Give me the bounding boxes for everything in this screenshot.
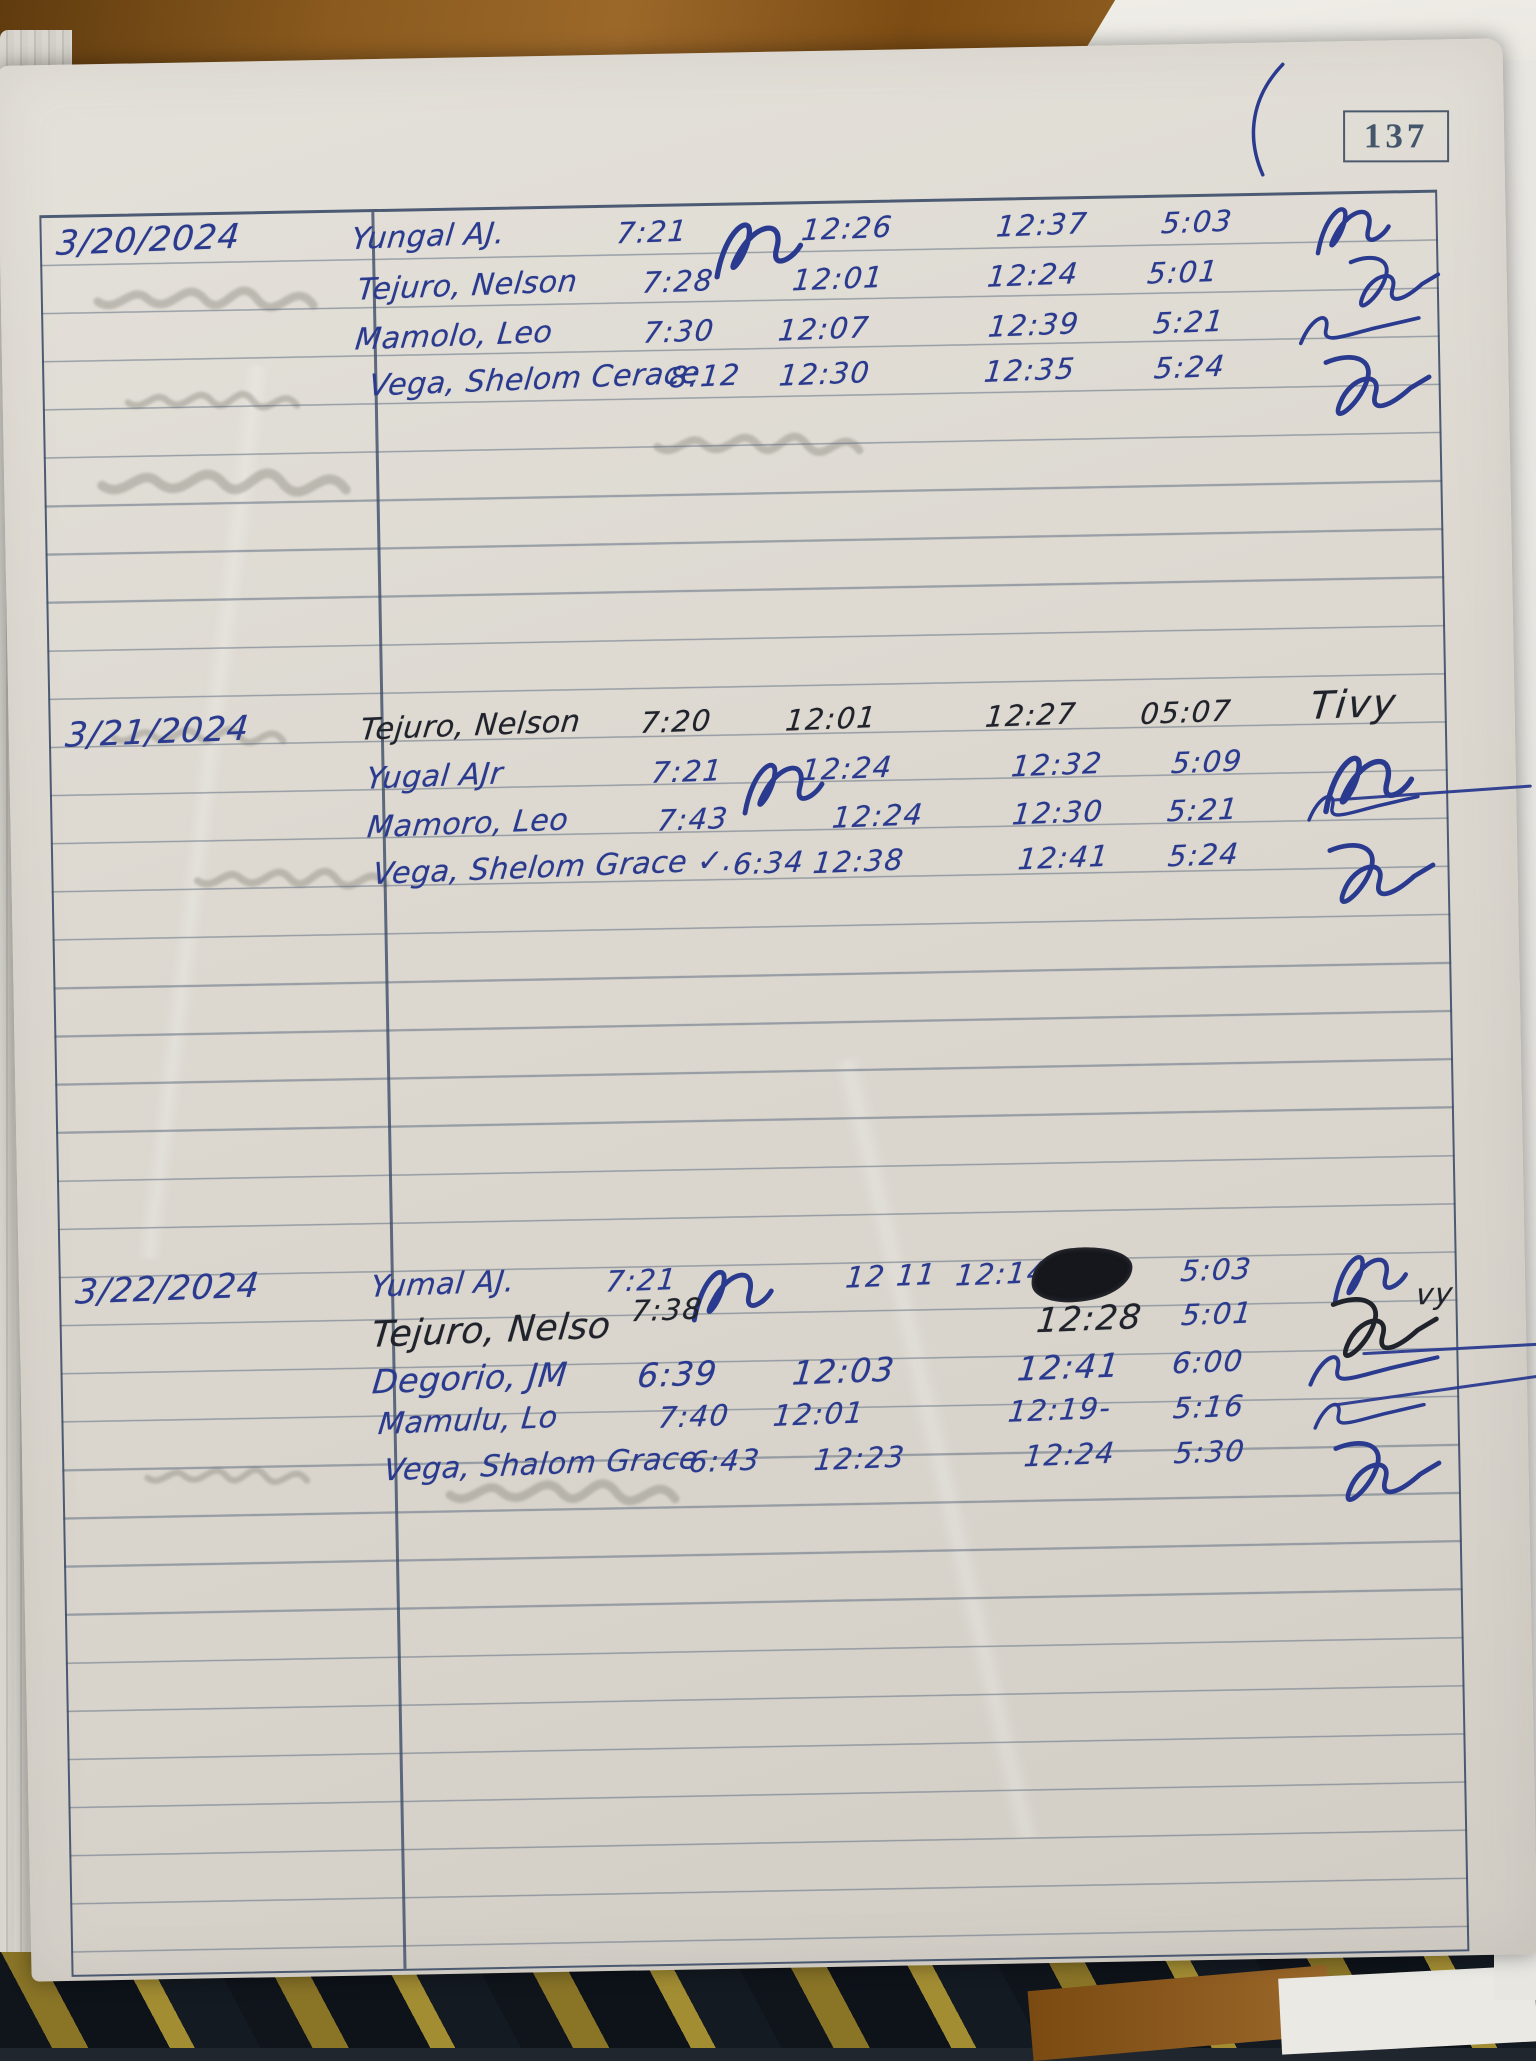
pen-stroke-curl [1227,60,1299,186]
employee-name: Tejuro, Nelson [358,704,583,748]
break-out-time: 12 11 [844,1256,939,1295]
employee-name: Mamoro, Leo [365,802,571,846]
break-in-time: 12:39 [986,306,1082,344]
break-out-time: 12:30 [777,355,873,393]
break-out-time: 12:01 [783,699,879,738]
time-out: 5:03 [1179,1251,1254,1289]
break-in-time: 12:41 [1016,838,1112,877]
time-out: 5:03 [1159,203,1235,241]
signature-scribble [1302,777,1423,836]
time-out: 5:24 [1166,836,1242,874]
break-in-time: 12:37 [994,206,1090,244]
employee-name: Tejuro, Nelson [355,264,580,308]
time-out: 5:01 [1145,253,1221,291]
break-out-time: 12:24 [830,797,926,835]
time-in: 7:20 [638,703,714,741]
time-out: 5:24 [1152,348,1228,386]
signature-initials: Tivy [1308,680,1400,728]
time-in: 6:43 [687,1442,763,1480]
time-out: 05:07 [1138,693,1234,732]
break-out-time: 12:07 [776,310,872,348]
crossed-out-entry [1028,1242,1136,1307]
time-in: 7:30 [641,313,717,350]
signature-scribble [1308,834,1440,925]
break-in-time: 12:41 [1015,1345,1123,1389]
employee-name: Yumal AJ. [369,1264,517,1305]
time-in: 7:21 [649,752,725,790]
break-out-time: 12:24 [799,749,895,788]
break-out-time: 12:38 [811,842,907,881]
break-in-time: 12:30 [1010,793,1106,832]
time-out: 5:16 [1171,1388,1247,1426]
break-in-time: 12:19- [1006,1390,1114,1429]
employee-name: Degorio, JM [370,1354,570,1402]
page-number: 137 [1363,116,1429,156]
time-in: 6:34 [731,844,807,882]
time-in: 8:12 [667,357,743,395]
time-out: 5:21 [1165,791,1241,829]
date-column-divider [371,212,407,1969]
break-in-time: 12:24 [985,256,1081,294]
time-in: 7:40 [656,1397,732,1435]
employee-name: Tejuro, Nelso [369,1305,613,1356]
time-out: 5:09 [1169,743,1245,781]
break-in-time: 12:32 [1009,745,1105,784]
time-in: 7:38 [629,1291,705,1329]
time-in: 7:21 [614,213,690,251]
employee-name: Mamolo, Leo [353,314,555,358]
signature-scribble [1304,346,1436,437]
break-in-time: 12:27 [983,696,1079,734]
time-in: 7:43 [655,800,731,838]
break-in-time: 12:28 [1034,1297,1145,1342]
employee-name: Mamulu, Lo [376,1399,560,1443]
time-in: 7:28 [640,263,716,300]
logbook-page: 137 3/20/2024 Yungal AJ. 7:21 12:26 12:3… [0,38,1536,1982]
attendance-table: 3/20/2024 Yungal AJ. 7:21 12:26 12:37 5:… [39,189,1536,1977]
time-out: 6:00 [1170,1343,1246,1381]
break-out-time: 12:01 [790,259,886,298]
break-out-time: 12:01 [771,1395,867,1433]
break-out-time: 12:26 [799,209,895,248]
break-out-time: 12:23 [812,1439,908,1478]
time-out: 5:21 [1151,303,1227,341]
break-in-time: 12:24 [1022,1435,1118,1474]
employee-name: Yungal AJ. [349,216,507,258]
break-out-time: 12:03 [790,1349,898,1393]
signature-scribble [1314,1429,1446,1526]
time-in: 6:39 [635,1353,720,1396]
time-out: 5:01 [1179,1295,1255,1333]
time-out: 5:30 [1172,1433,1248,1471]
page-number-box: 137 [1343,110,1450,163]
break-in-time: 12:35 [982,351,1078,389]
employee-name: Yugal AJr [364,756,505,797]
